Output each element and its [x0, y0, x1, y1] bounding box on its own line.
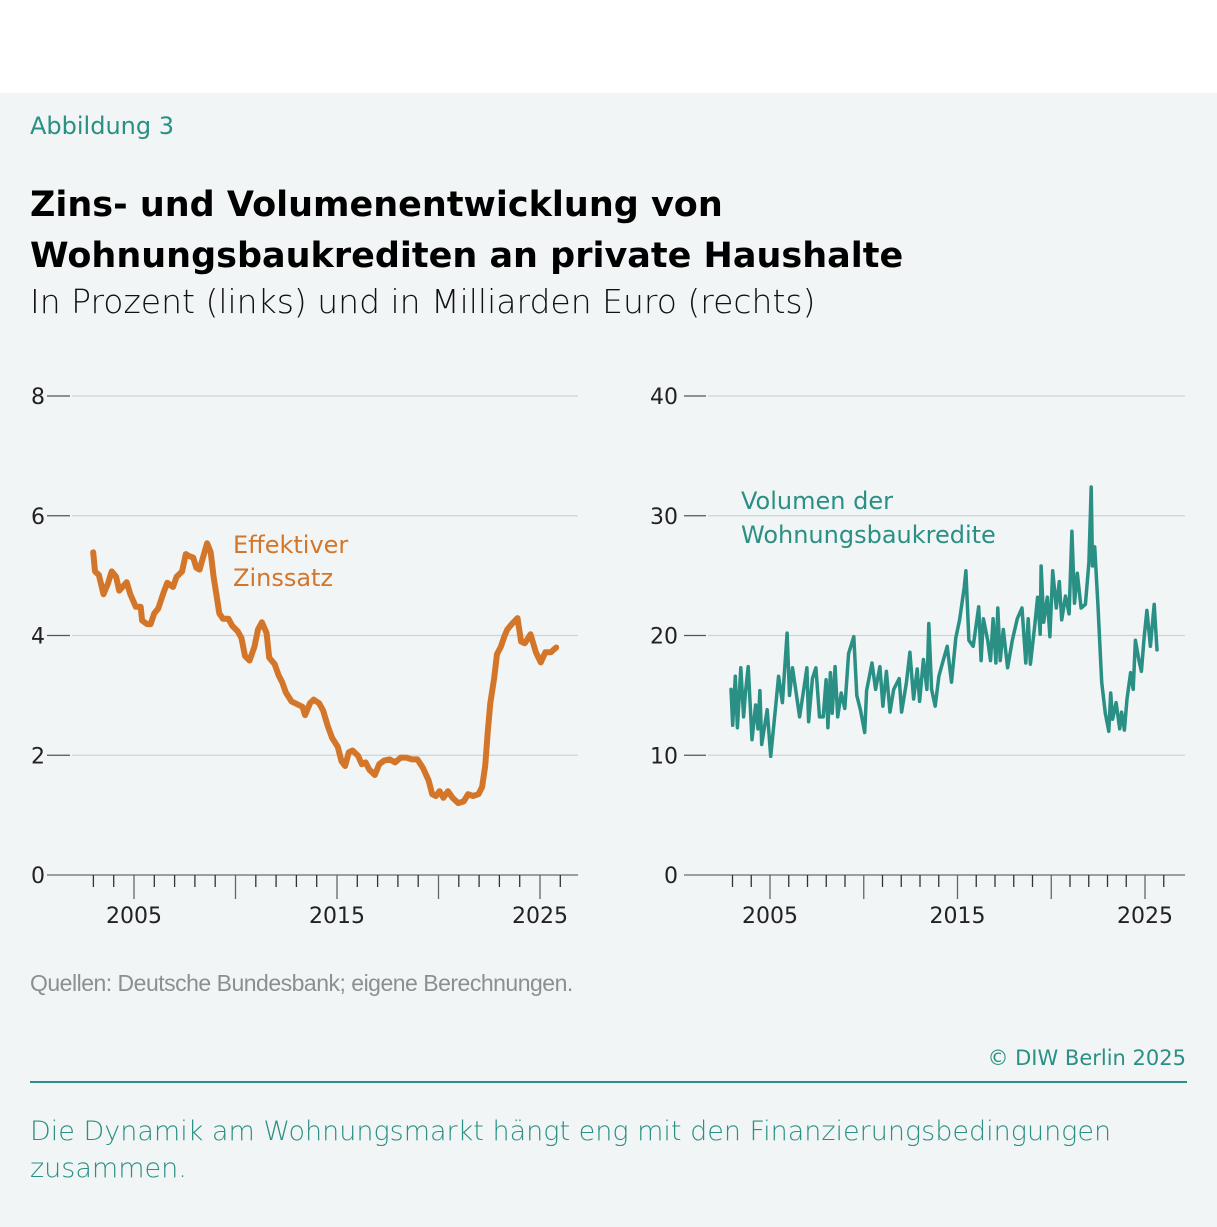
- copyright: © DIW Berlin 2025: [987, 1046, 1186, 1070]
- y-tick-label: 6: [31, 505, 45, 530]
- series-label: Volumen der: [741, 487, 893, 515]
- page-title: Zins- und Volumenentwicklung von Wohnung…: [30, 185, 904, 276]
- chart-2: 0 10 20 30 40 2005 2015 2025 Volumen der Wohnungs…: [650, 385, 1185, 929]
- x-tick-label: 2005: [742, 904, 798, 929]
- subtitle: In Prozent (links) und in Milliarden Eur…: [30, 282, 816, 321]
- series-label: Effektiver: [233, 531, 348, 559]
- series-label: Zinssatz: [233, 564, 333, 592]
- y-tick-label: 40: [650, 385, 678, 410]
- y-tick-label: 4: [31, 625, 45, 650]
- x-tick-label: 2025: [1117, 904, 1173, 929]
- series-line-interest-rate: [90, 540, 560, 807]
- series-line-volume: [729, 485, 1159, 759]
- y-tick-label: 20: [650, 625, 678, 650]
- figure-panel: [0, 93, 1217, 1227]
- y-tick-label: 2: [31, 744, 45, 769]
- x-tick-label: 2005: [106, 904, 162, 929]
- y-tick-label: 0: [664, 864, 678, 889]
- caption: Die Dynamik am Wohnungsmarkt hängt eng m…: [30, 1116, 1112, 1184]
- divider: [30, 1081, 1187, 1083]
- y-tick-label: 8: [31, 385, 45, 410]
- x-tick-label: 2025: [512, 904, 568, 929]
- y-tick-label: 30: [650, 505, 678, 530]
- x-tick-label: 2015: [309, 904, 365, 929]
- chart-1: 0 2 4 6 8 2005 2015 2025 Effektiver Zinssatz: [31, 385, 578, 929]
- charts: 0 2 4 6 8 2005 2015 2025 Effektiver Zinssatz 0 10 20…: [31, 385, 1185, 929]
- source-note: Quellen: Deutsche Bundesbank; eigene Ber…: [30, 970, 573, 996]
- x-tick-label: 2015: [930, 904, 986, 929]
- y-tick-label: 10: [650, 744, 678, 769]
- series-label: Wohnungsbaukredite: [741, 521, 996, 549]
- figure-label: Abbildung 3: [30, 112, 175, 140]
- y-tick-label: 0: [31, 864, 45, 889]
